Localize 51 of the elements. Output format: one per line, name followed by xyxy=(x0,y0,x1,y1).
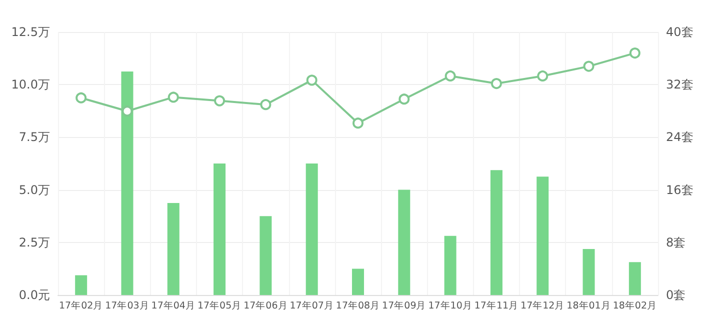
bar xyxy=(306,164,318,295)
x-tick-label: 17年11月 xyxy=(474,300,519,312)
point xyxy=(398,94,410,105)
point xyxy=(214,95,226,106)
point xyxy=(168,92,179,103)
bar xyxy=(582,248,595,295)
y2-tick-label: 16套 xyxy=(666,182,694,197)
y-tick-label: 0.0元 xyxy=(18,288,50,302)
y-tick-label: 7.5万 xyxy=(18,130,50,144)
point xyxy=(490,78,502,90)
y2-tick-label: 0套 xyxy=(666,288,686,302)
point xyxy=(76,92,87,104)
bar xyxy=(536,176,549,295)
x-tick-label: 17年02月 xyxy=(58,300,104,312)
y-tick-label: 2.5万 xyxy=(18,235,50,250)
x-tick-label: 17年08月 xyxy=(336,300,380,312)
x-tick-label: 17年04月 xyxy=(151,300,196,312)
y2-tick-label: 32套 xyxy=(666,78,694,92)
point xyxy=(537,70,548,82)
point xyxy=(260,99,272,110)
y2-tick-label: 24套 xyxy=(666,130,694,144)
x-tick-label: 17年07月 xyxy=(290,300,334,312)
bar xyxy=(167,202,180,295)
bar xyxy=(444,236,456,295)
x-tick-label: 18年01月 xyxy=(566,300,611,312)
x-tick-label: 17年03月 xyxy=(105,300,150,312)
bar xyxy=(628,262,641,295)
point xyxy=(583,60,594,72)
y-tick-label: 10.0万 xyxy=(11,78,50,92)
x-tick-label: 17年05月 xyxy=(197,300,242,312)
y2-tick-label: 40套 xyxy=(666,25,694,39)
point xyxy=(629,48,640,59)
bar xyxy=(260,216,272,295)
x-tick-label: 18年02月 xyxy=(612,300,658,312)
bar xyxy=(75,275,88,295)
bar xyxy=(352,268,364,295)
point xyxy=(306,74,318,86)
bar xyxy=(490,170,502,295)
x-tick-label: 17年10月 xyxy=(428,300,472,312)
y-tick-label: 12.5万 xyxy=(11,25,50,39)
y2-tick-label: 8套 xyxy=(666,235,686,250)
point xyxy=(122,106,133,117)
x-tick-label: 17年09月 xyxy=(382,300,426,312)
point xyxy=(444,70,456,82)
bar xyxy=(398,190,410,295)
x-tick-label: 17年06月 xyxy=(244,300,288,312)
bar xyxy=(214,164,226,295)
bar xyxy=(121,71,134,295)
x-tick-label: 17年12月 xyxy=(520,300,565,312)
y-tick-label: 5.0万 xyxy=(18,182,50,197)
point xyxy=(352,118,364,129)
